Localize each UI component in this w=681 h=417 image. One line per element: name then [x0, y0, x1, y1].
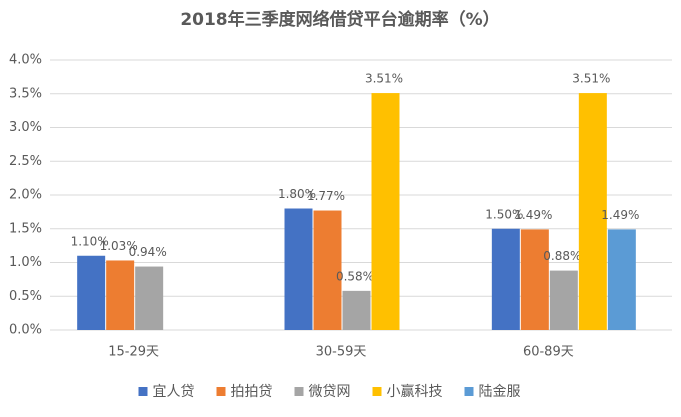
bar	[342, 290, 371, 330]
bar	[607, 229, 636, 330]
data-label: 0.88%	[543, 249, 581, 263]
bar	[520, 229, 549, 330]
bar	[549, 270, 578, 330]
x-tick-label: 60-89天	[523, 345, 574, 360]
legend-label: 陆金服	[479, 384, 521, 400]
y-tick-label: 3.5%	[9, 86, 42, 101]
bar	[135, 266, 164, 330]
y-tick-label: 2.0%	[9, 188, 42, 203]
data-label: 0.94%	[129, 245, 167, 259]
data-label: 1.80%	[278, 187, 316, 201]
legend-swatch	[138, 387, 148, 396]
data-label: 1.50%	[485, 207, 523, 221]
legend-swatch	[294, 387, 304, 396]
x-tick-label: 15-29天	[108, 345, 159, 360]
data-label: 1.49%	[514, 208, 552, 222]
bar	[578, 93, 607, 330]
legend-swatch	[372, 387, 382, 396]
bar	[284, 208, 313, 330]
data-label: 1.77%	[307, 189, 345, 203]
bar	[313, 210, 342, 330]
legend-label: 微贷网	[309, 384, 351, 400]
chart-title: 2018年三季度网络借贷平台逾期率（%）	[180, 9, 499, 30]
bar	[106, 260, 135, 330]
legend-label: 小赢科技	[387, 383, 443, 400]
y-tick-label: 0.5%	[9, 289, 42, 304]
bar	[77, 255, 106, 330]
data-label: 1.10%	[71, 234, 109, 248]
y-tick-label: 4.0%	[9, 53, 42, 68]
data-label: 3.51%	[365, 72, 403, 86]
data-label: 3.51%	[572, 72, 610, 86]
y-tick-label: 1.5%	[9, 221, 42, 236]
x-tick-label: 30-59天	[316, 345, 367, 360]
legend-swatch	[464, 387, 474, 396]
data-label: 1.49%	[601, 208, 639, 222]
bar	[371, 93, 400, 330]
data-label: 0.58%	[336, 269, 374, 283]
y-tick-label: 3.0%	[9, 120, 42, 135]
legend-label: 宜人贷	[153, 384, 195, 400]
y-tick-label: 0.0%	[9, 323, 42, 338]
legend-swatch	[216, 387, 226, 396]
y-tick-label: 2.5%	[9, 154, 42, 169]
legend-label: 拍拍贷	[231, 384, 273, 400]
y-tick-label: 1.0%	[9, 255, 42, 270]
bar	[491, 228, 520, 330]
data-label: 1.03%	[100, 239, 138, 253]
